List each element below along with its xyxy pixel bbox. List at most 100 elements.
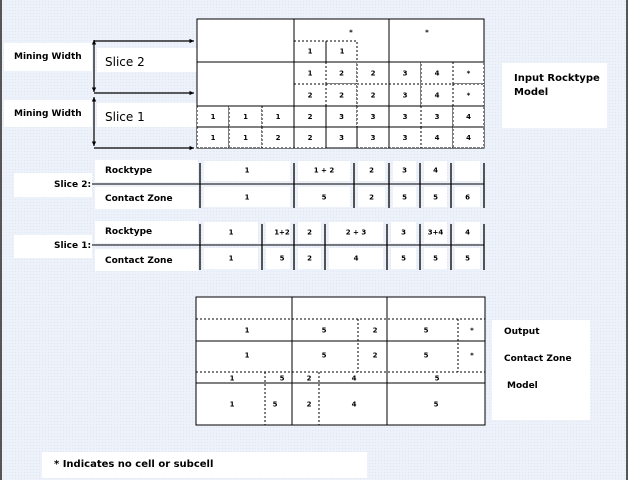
cell-value: 6 <box>465 194 470 202</box>
cell-value: 2 + 3 <box>346 229 367 237</box>
cell <box>298 161 350 181</box>
slice2-label: Slice 2 <box>105 55 145 69</box>
cell <box>329 222 383 243</box>
output-model-box <box>492 320 590 420</box>
mining-width-label-1: Mining Width <box>14 109 82 119</box>
contact-zone-label-1: Contact Zone <box>105 256 173 266</box>
cell-value: 4 <box>352 375 357 383</box>
slice2-table-label-box <box>14 173 92 197</box>
arrow-head <box>91 87 97 92</box>
cell <box>424 161 447 181</box>
cell-value: * <box>425 29 429 37</box>
cell <box>393 187 416 207</box>
cell <box>204 222 258 243</box>
cell-value: 2 <box>339 70 344 78</box>
cell-value: 2 <box>307 229 312 237</box>
cell <box>452 126 485 149</box>
cell-value: 1 <box>308 48 313 56</box>
slice1-table-label: Slice 1: <box>54 241 92 251</box>
cell-value: 4 <box>435 134 440 142</box>
input-model-label-2: Model <box>514 87 549 98</box>
cell-value: 5 <box>322 352 327 360</box>
cell-value: 1 <box>243 134 248 142</box>
cell-value: 2 <box>308 134 313 142</box>
output-label-3: Model <box>507 381 538 391</box>
cell-value: 5 <box>424 352 429 360</box>
cell <box>298 187 350 207</box>
cell-value: 1 <box>229 229 234 237</box>
contact-zone-box-2 <box>95 187 198 209</box>
cell-value: 4 <box>354 255 359 263</box>
contact-zone-box-1 <box>95 249 198 271</box>
rocktype-box-1 <box>95 221 198 243</box>
cell-value: 5 <box>280 375 285 383</box>
rocktype-label-2: Rocktype <box>105 166 153 176</box>
cell-value: 2 <box>371 92 376 100</box>
cell-value: 4 <box>433 167 438 175</box>
input-model-box <box>502 63 607 128</box>
cell <box>455 161 480 181</box>
arrow-head <box>91 97 97 102</box>
slice2-table-label: Slice 2: <box>54 180 92 190</box>
cell <box>204 248 258 269</box>
cell-value: 1 <box>230 401 235 409</box>
cell-value: 3 <box>371 134 376 142</box>
cell <box>195 296 486 426</box>
cell-value: 4 <box>435 70 440 78</box>
cell-value: 1 <box>211 113 216 121</box>
cell <box>358 161 385 181</box>
cell-value: 3 <box>403 70 408 78</box>
cell-value: 3 <box>435 113 440 121</box>
cell-value: 4 <box>352 401 357 409</box>
cell-value: 5 <box>424 327 429 335</box>
cell-value: 2 <box>371 70 376 78</box>
output-label-2: Contact Zone <box>504 354 572 364</box>
cell-value: * <box>470 352 474 360</box>
cell-value: 1 <box>245 194 250 202</box>
cell-value: 5 <box>434 401 439 409</box>
cell <box>424 248 447 269</box>
cell-value: 5 <box>433 194 438 202</box>
cell <box>329 248 383 269</box>
arrow-head <box>189 90 194 96</box>
arrow-head <box>189 145 194 151</box>
mining-width-label-2: Mining Width <box>14 52 82 62</box>
arrow-head <box>91 40 97 45</box>
cell-value: 2 <box>369 167 374 175</box>
cell <box>391 248 416 269</box>
cell-value: 3 <box>371 113 376 121</box>
cell-value: 3 <box>403 134 408 142</box>
cell <box>298 222 321 243</box>
cell-value: 2 <box>339 92 344 100</box>
slice2-box <box>97 48 197 72</box>
cell-value: 2 <box>308 92 313 100</box>
cell-value: 3+4 <box>428 229 444 237</box>
cell-value: 5 <box>402 194 407 202</box>
cell-value: 5 <box>322 194 327 202</box>
rocktype-box-2 <box>95 160 198 182</box>
cell-value: 2 <box>307 401 312 409</box>
arrow-head <box>91 141 97 146</box>
arrow-head <box>189 38 194 44</box>
slice1-box <box>97 103 197 127</box>
cell-value: 4 <box>465 229 470 237</box>
cell-value: 2 <box>369 194 374 202</box>
cell <box>204 161 290 181</box>
cell-value: 5 <box>322 327 327 335</box>
cell-value: 1 <box>340 48 345 56</box>
cell-value: 4 <box>435 92 440 100</box>
cell-value: 1 <box>243 113 248 121</box>
cell <box>424 222 447 243</box>
slice1-table-label-box <box>14 235 92 258</box>
cell <box>391 222 416 243</box>
cell <box>424 187 447 207</box>
cell-value: 5 <box>465 255 470 263</box>
cell-value: 1 <box>276 113 281 121</box>
cell <box>358 187 385 207</box>
contact-zone-label-2: Contact Zone <box>105 194 173 204</box>
cell <box>266 222 290 243</box>
cell-value: 5 <box>401 255 406 263</box>
cell-value: 5 <box>435 375 440 383</box>
cell-value: 3 <box>403 113 408 121</box>
